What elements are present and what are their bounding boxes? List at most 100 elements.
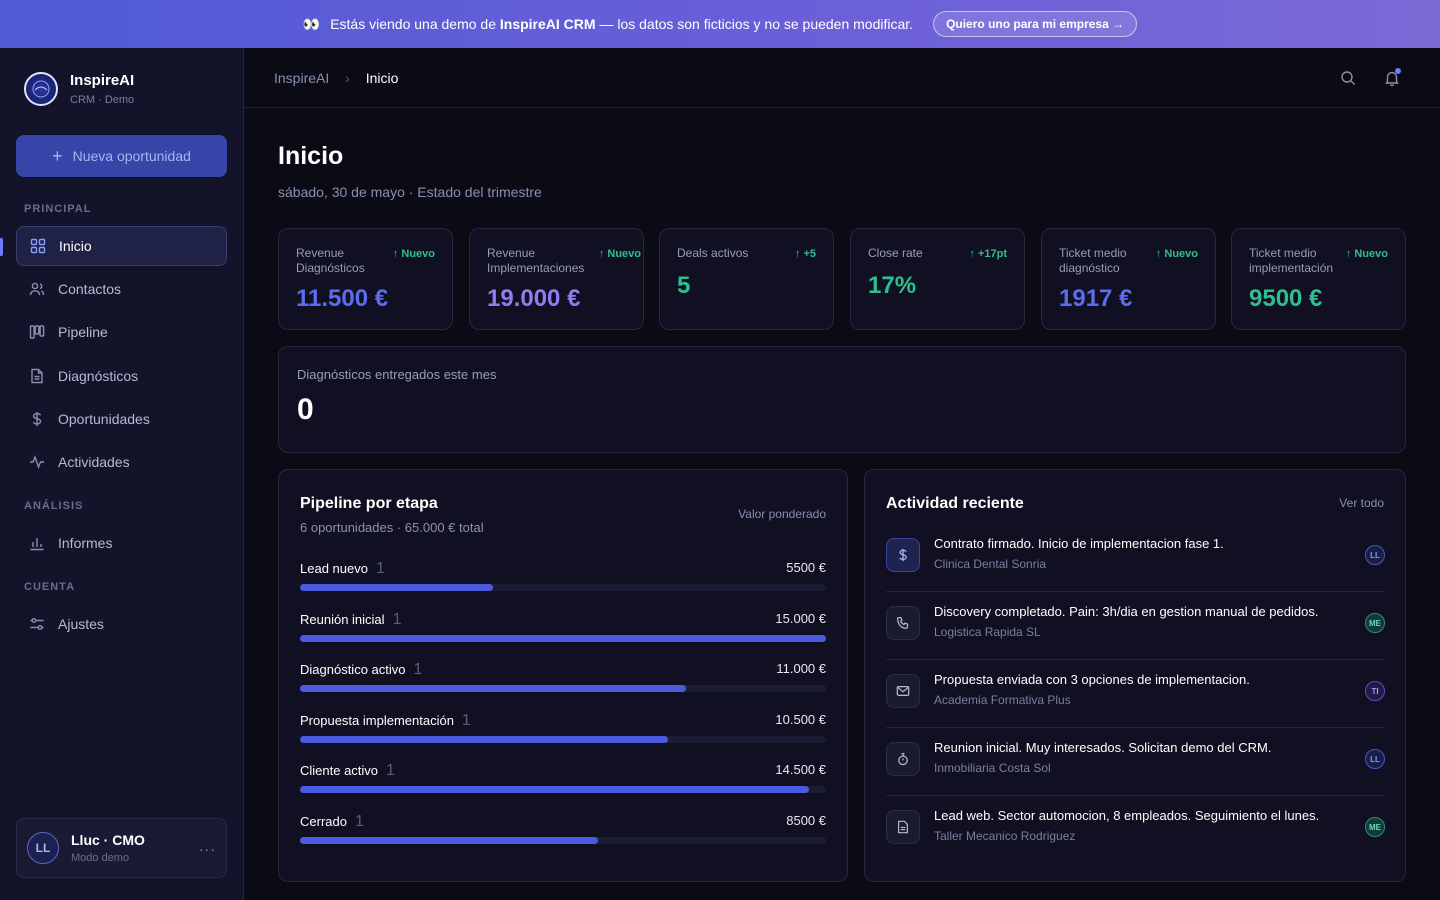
dollar-icon [28, 410, 46, 428]
more-options-icon[interactable]: ··· [199, 841, 216, 857]
stage-count: 1 [392, 610, 402, 628]
diagnostics-delivered-card: Diagnósticos entregados este mes 0 [278, 346, 1406, 453]
stage-value: 14.500 € [775, 762, 826, 777]
kpi-value: 9500 € [1249, 285, 1323, 312]
pipeline-stage-row[interactable]: Cliente activo 1 14.500 € [300, 762, 826, 793]
stage-name: Diagnóstico activo [300, 662, 406, 677]
sidebar-item-label: Diagnósticos [58, 368, 139, 384]
user-mode: Modo demo [71, 852, 130, 864]
kpi-delta: ↑ Nuevo [598, 248, 641, 260]
section-label-analisis: ANÁLISIS [24, 500, 84, 512]
activity-item[interactable]: Reunion inicial. Muy interesados. Solici… [886, 728, 1385, 796]
kpi-delta: ↑ +5 [794, 248, 816, 260]
activity-icon [28, 453, 46, 471]
sidebar-item-contactos[interactable]: Contactos [16, 269, 227, 309]
eyes-icon: 👀 [302, 15, 321, 32]
avatar: LL [1365, 545, 1385, 565]
pipeline-stage-row[interactable]: Diagnóstico activo 1 11.000 € [300, 661, 826, 692]
sidebar-item-informes[interactable]: Informes [16, 523, 227, 563]
user-card[interactable]: LL Lluc · CMO Modo demo ··· [16, 818, 227, 878]
activity-company: Logistica Rapida SL [934, 625, 1041, 639]
demo-banner-text: 👀 Estás viendo una demo de InspireAI CRM… [302, 15, 914, 32]
page-subtitle: sábado, 30 de mayo · Estado del trimestr… [278, 184, 542, 200]
stage-count: 1 [461, 711, 471, 729]
plus-icon: + [52, 146, 63, 166]
activity-item[interactable]: Lead web. Sector automocion, 8 empleados… [886, 796, 1385, 864]
kpi-card-ticket-implementacion[interactable]: Ticket medio implementación ↑ Nuevo 9500… [1231, 228, 1406, 330]
stage-progress-fill [300, 735, 669, 743]
activity-title-text: Propuesta enviada con 3 opciones de impl… [934, 672, 1250, 687]
sidebar-item-diagnosticos[interactable]: Diagnósticos [16, 356, 227, 396]
banner-brand: InspireAI CRM [499, 15, 596, 32]
stage-progress-track [300, 786, 826, 793]
stage-progress-fill [300, 584, 494, 591]
stage-progress-fill [300, 786, 809, 793]
stage-name: Cliente activo [300, 763, 379, 778]
stage-count: 1 [413, 661, 423, 678]
section-label-principal: PRINCIPAL [24, 203, 92, 215]
activity-company: Taller Mecanico Rodriguez [934, 829, 1076, 843]
pipeline-stage-row[interactable]: Propuesta implementación 1 10.500 € [300, 711, 826, 743]
new-opportunity-button[interactable]: + Nueva oportunidad [16, 135, 227, 177]
diagnostics-label: Diagnósticos entregados este mes [297, 367, 497, 382]
brand-subtitle: CRM · Demo [70, 94, 135, 106]
bell-icon[interactable] [1382, 68, 1402, 88]
activity-item[interactable]: Propuesta enviada con 3 opciones de impl… [886, 660, 1385, 728]
bar-chart-icon [28, 534, 46, 552]
kpi-value: 19.000 € [487, 285, 581, 312]
stage-progress-fill [300, 836, 599, 844]
avatar: LL [1365, 749, 1385, 769]
dollar-icon [886, 538, 920, 572]
kpi-card-revenue-implementaciones[interactable]: Revenue Implementaciones ↑ Nuevo 19.000 … [469, 228, 644, 330]
kpi-delta: ↑ Nuevo [1345, 248, 1388, 260]
activity-item[interactable]: Contrato firmado. Inicio de implementaci… [886, 524, 1385, 592]
pipeline-stage-row[interactable]: Lead nuevo 1 5500 € [300, 560, 826, 591]
stage-value: 15.000 € [775, 610, 826, 626]
activity-panel: Actividad reciente Ver todo Contrato fir… [864, 469, 1406, 882]
kpi-label: Revenue Diagnósticos [296, 246, 365, 275]
kpi-delta: ↑ +17pt [969, 248, 1007, 260]
stage-value: 5500 € [786, 560, 826, 575]
view-all-link[interactable]: Ver todo [1339, 496, 1384, 510]
activity-company: Clinica Dental Sonria [934, 557, 1047, 571]
sidebar-item-label: Ajustes [58, 616, 104, 632]
banner-cta-button[interactable]: Quiero uno para mi empresa → [933, 11, 1138, 37]
stage-name: Lead nuevo [300, 561, 368, 576]
sidebar-item-pipeline[interactable]: Pipeline [16, 312, 227, 352]
kpi-card-close-rate[interactable]: Close rate ↑ +17pt 17% [850, 228, 1025, 330]
activity-company: Academia Formativa Plus [934, 693, 1071, 707]
pipeline-title: Pipeline por etapa [300, 495, 438, 512]
stage-progress-track [300, 735, 826, 743]
search-icon[interactable] [1338, 68, 1358, 88]
stage-name: Reunión inicial [300, 611, 385, 627]
pipeline-stage-row[interactable]: Cerrado 1 8500 € [300, 812, 826, 844]
sidebar-item-inicio[interactable]: Inicio [16, 226, 227, 266]
sidebar-item-oportunidades[interactable]: Oportunidades [16, 399, 227, 439]
phone-icon [886, 606, 920, 640]
sliders-icon [28, 615, 46, 633]
pipeline-stage-row[interactable]: Reunión inicial 1 15.000 € [300, 610, 826, 642]
breadcrumb-root[interactable]: InspireAI [274, 69, 330, 86]
mail-icon [886, 674, 920, 708]
activity-company: Inmobiliaria Costa Sol [934, 761, 1051, 775]
sidebar-item-ajustes[interactable]: Ajustes [16, 604, 227, 644]
kpi-label: Close rate [868, 246, 923, 260]
kpi-card-deals-activos[interactable]: Deals activos ↑ +5 5 [659, 228, 834, 330]
kpi-label: Deals activos [677, 246, 749, 260]
breadcrumb-current: Inicio [365, 69, 399, 86]
avatar: ME [1365, 613, 1385, 633]
stage-progress-fill [300, 634, 826, 642]
sidebar-item-label: Pipeline [58, 324, 108, 340]
brand-logo [24, 72, 58, 106]
stage-value: 8500 € [786, 812, 826, 828]
diagnostics-value: 0 [297, 393, 314, 426]
breadcrumb: InspireAI › Inicio [274, 70, 398, 86]
kpi-card-ticket-diagnostico[interactable]: Ticket medio diagnóstico ↑ Nuevo 1917 € [1041, 228, 1216, 330]
sidebar-item-actividades[interactable]: Actividades [16, 442, 227, 482]
activity-item[interactable]: Discovery completado. Pain: 3h/dia en ge… [886, 592, 1385, 660]
kpi-value: 17% [868, 272, 917, 299]
kpi-delta: ↑ Nuevo [392, 248, 435, 260]
brand[interactable]: InspireAI CRM · Demo [24, 72, 134, 106]
sidebar: InspireAI CRM · Demo + Nueva oportunidad… [0, 48, 244, 900]
kpi-card-revenue-diagnosticos[interactable]: Revenue Diagnósticos ↑ Nuevo 11.500 € [278, 228, 453, 330]
